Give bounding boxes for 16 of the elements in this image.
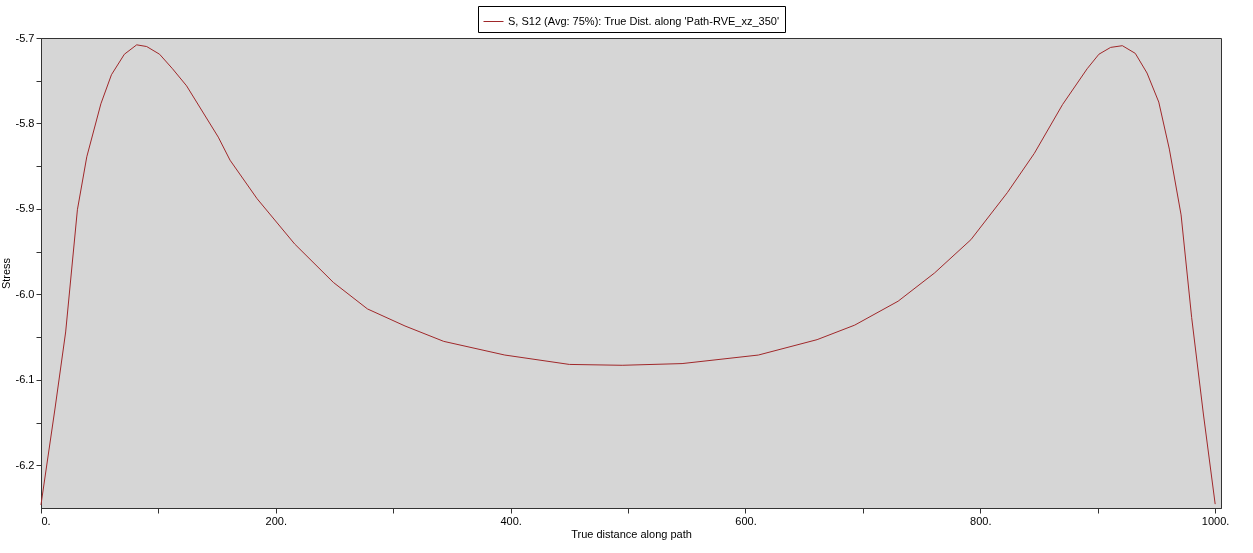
- x-tick-label: 0.: [41, 514, 51, 527]
- y-tick-label: -6.2: [15, 458, 35, 471]
- legend-label: S, S12 (Avg: 75%): True Dist. along 'Path-RVE_xz_350': [508, 14, 779, 27]
- line-series: [40, 44, 1216, 506]
- y-tick-label: -5.7: [15, 31, 35, 44]
- y-axis-title: Stress: [0, 257, 12, 290]
- y-tick-label: -5.8: [15, 116, 35, 129]
- x-axis-title: True distance along path: [571, 527, 692, 540]
- x-tick-label: 600.: [735, 514, 757, 527]
- y-tick-label: -6.1: [15, 373, 35, 386]
- x-tick-label: 800.: [970, 514, 992, 527]
- x-tick-label: 200.: [265, 514, 288, 527]
- x-tick-label: 1000.: [1201, 514, 1230, 527]
- x-tick-label: 400.: [500, 514, 522, 527]
- y-tick-label: -6.0: [15, 287, 35, 300]
- y-tick-label: -5.9: [15, 202, 35, 215]
